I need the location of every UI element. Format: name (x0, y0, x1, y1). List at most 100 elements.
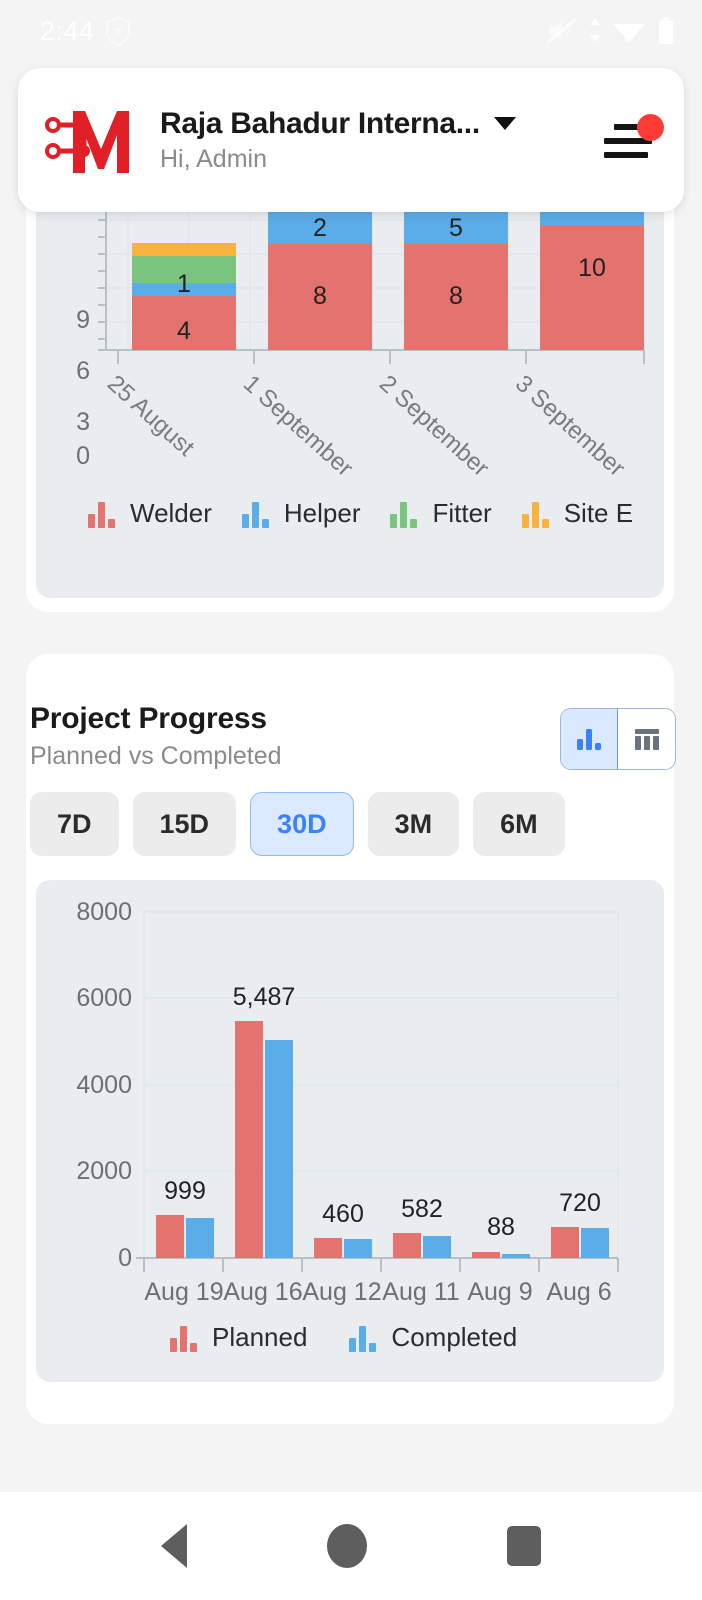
battery-icon (659, 17, 673, 44)
legend-label-site-engineer: Site E (563, 498, 634, 528)
notification-badge (637, 114, 664, 141)
shield-icon (105, 16, 130, 46)
page-subtitle: Planned vs Completed (30, 742, 282, 770)
legend-label-fitter: Fitter (432, 498, 492, 528)
pp-xtick-0: Aug 19 (144, 1278, 224, 1306)
greeting-text: Hi, Admin (160, 144, 267, 173)
company-m-logo-icon (44, 99, 150, 181)
pp-bar-planned-5 (551, 1227, 579, 1258)
header-text-block: Raja Bahadur Interna... Hi, Admin (160, 107, 600, 174)
pp-xtick-3: Aug 11 (382, 1278, 460, 1306)
project-progress-chart-panel: 8000 6000 4000 2000 0 999 5,487 46 (36, 880, 664, 1382)
pp-bar-completed-4 (502, 1254, 530, 1258)
mp-bar-welder-2 (268, 244, 372, 350)
mp-label-welder-3: 8 (449, 282, 463, 310)
pp-ytick-8000: 8000 (76, 898, 132, 926)
legend-label-helper: Helper (283, 498, 361, 528)
org-selector[interactable]: Raja Bahadur Interna... (160, 107, 600, 141)
pp-bar-planned-3 (393, 1233, 421, 1258)
pp-xtick-5: Aug 6 (546, 1278, 612, 1306)
legend-label-completed: Completed (391, 1322, 518, 1352)
hamburger-menu-icon[interactable] (604, 114, 664, 166)
status-bar-left: 2:44 (40, 16, 131, 47)
signal-icon (590, 18, 600, 42)
mp-bar-site-1 (132, 243, 236, 256)
mp-bar-helper-1 (132, 283, 236, 296)
mp-label-welder-4: 10 (578, 254, 606, 282)
chevron-down-icon[interactable] (493, 117, 516, 130)
android-nav-bar (0, 1492, 702, 1600)
back-triangle-icon[interactable] (161, 1524, 187, 1568)
pp-bar-planned-1 (235, 1021, 263, 1258)
pp-bar-completed-3 (423, 1236, 451, 1258)
project-progress-legend: Planned Completed (170, 1322, 517, 1353)
pp-bar-completed-5 (581, 1228, 609, 1258)
mp-ytick-6: 6 (76, 357, 90, 385)
legend-item-welder[interactable]: Welder (88, 498, 212, 529)
mp-label-welder-2: 8 (313, 282, 327, 310)
mp-bar-welder-3 (404, 244, 508, 350)
bar-chart-icon (170, 1324, 200, 1352)
org-name: Raja Bahadur Interna... (160, 106, 480, 140)
range-pill-7d[interactable]: 7D (30, 792, 119, 856)
bar-chart-icon (577, 729, 601, 750)
manpower-chart-panel: 9 6 3 0 (36, 198, 664, 598)
pp-xtick-2: Aug 12 (302, 1278, 382, 1306)
legend-item-site-engineer[interactable]: Site E (521, 498, 634, 529)
pp-ytick-0: 0 (118, 1244, 132, 1272)
pp-label-2: 460 (322, 1200, 364, 1228)
status-bar-right (545, 16, 676, 46)
mp-bar-helper-3 (404, 210, 508, 244)
status-time: 2:44 (40, 15, 95, 46)
mp-ytick-0: 0 (76, 442, 90, 470)
wifi-icon (613, 24, 645, 42)
pp-bar-planned-4 (472, 1252, 500, 1258)
pp-label-5: 720 (559, 1189, 601, 1217)
pp-ytick-6000: 6000 (76, 984, 132, 1012)
mp-bar-helper-2 (268, 210, 372, 244)
bar-chart-icon (241, 500, 272, 528)
table-icon (634, 729, 659, 750)
pp-ytick-2000: 2000 (76, 1157, 132, 1185)
pp-bar-planned-2 (314, 1238, 342, 1258)
pp-xtick-4: Aug 9 (467, 1278, 533, 1306)
mp-bar-helper-4 (540, 210, 644, 225)
legend-label-welder: Welder (130, 498, 212, 528)
mute-icon (547, 17, 577, 44)
pp-xtick-1: Aug 16 (223, 1278, 303, 1306)
pp-bar-completed-2 (344, 1239, 372, 1258)
toggle-chart-view[interactable] (561, 709, 619, 769)
app-header: Raja Bahadur Interna... Hi, Admin (18, 68, 684, 212)
mp-label-helper-3: 5 (449, 214, 463, 242)
bar-chart-icon (349, 1324, 379, 1352)
mp-label-welder-1: 4 (177, 317, 191, 345)
pp-label-0: 999 (164, 1177, 206, 1205)
range-pill-6m[interactable]: 6M (473, 792, 565, 856)
home-circle-icon[interactable] (327, 1524, 367, 1568)
pp-label-1: 5,487 (232, 983, 296, 1011)
bar-chart-icon (88, 500, 118, 528)
range-filter-pills: 7D 15D 30D 3M 6M (30, 792, 565, 856)
pp-label-3: 582 (401, 1195, 443, 1223)
legend-item-planned[interactable]: Planned (170, 1322, 307, 1353)
range-pill-3m[interactable]: 3M (367, 792, 460, 856)
bar-chart-icon (390, 500, 420, 528)
legend-item-fitter[interactable]: Fitter (390, 498, 492, 529)
mp-ytick-9: 9 (76, 306, 90, 334)
bar-chart-icon (521, 500, 552, 528)
mp-ytick-3: 3 (76, 408, 90, 436)
mp-label-helper-1: 1 (177, 270, 191, 298)
status-bar: 2:44 (0, 0, 702, 62)
view-toggle-group (560, 708, 676, 770)
legend-item-completed[interactable]: Completed (349, 1322, 517, 1353)
mp-bar-fitter-1 (132, 256, 236, 283)
toggle-table-view[interactable] (618, 709, 675, 769)
legend-item-helper[interactable]: Helper (241, 498, 361, 529)
mp-bar-welder-4 (540, 225, 644, 350)
mp-bar-welder-1 (132, 296, 236, 350)
range-pill-15d[interactable]: 15D (132, 792, 237, 856)
pp-label-4: 88 (487, 1213, 515, 1241)
recents-square-icon[interactable] (507, 1526, 541, 1566)
range-pill-30d[interactable]: 30D (250, 792, 354, 856)
pp-bar-completed-1 (265, 1040, 293, 1258)
